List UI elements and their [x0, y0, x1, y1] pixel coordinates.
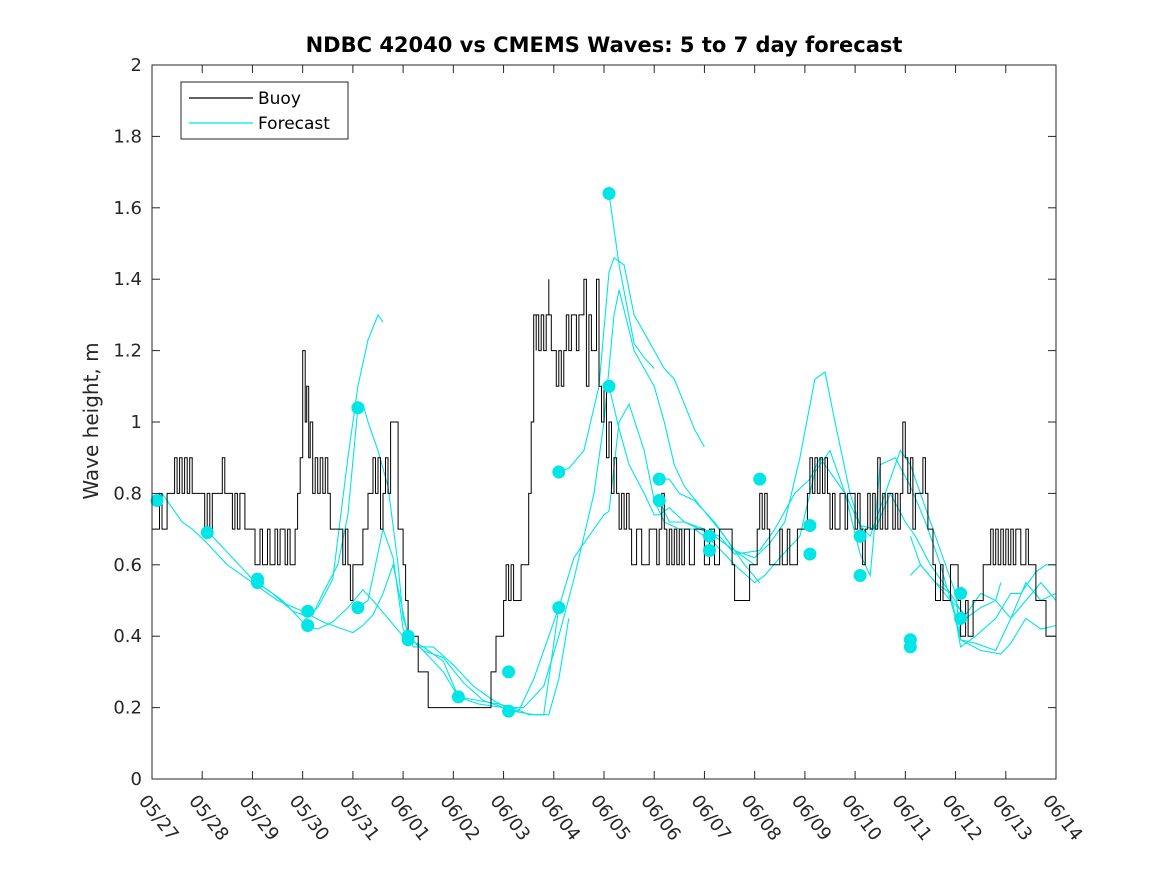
- forecast-start-point-19: [702, 529, 716, 543]
- legend-label-1: Forecast: [258, 114, 330, 134]
- x-tick-label: 06/11: [887, 791, 935, 845]
- forecast-start-point-21: [753, 472, 767, 486]
- y-tick-label: 0.2: [113, 698, 142, 719]
- x-tick-label: 06/08: [737, 791, 785, 845]
- forecast-start-point-4: [301, 604, 315, 618]
- forecast-line-1: [202, 313, 384, 623]
- forecast-start-point-9: [401, 633, 415, 647]
- buoy-line: [152, 278, 1056, 709]
- x-tick-label: 06/03: [486, 791, 534, 845]
- forecast-start-point-27: [903, 640, 917, 654]
- forecast-start-point-0: [150, 494, 164, 508]
- plot-area: [150, 64, 1057, 780]
- y-tick-label: 1.4: [113, 269, 142, 290]
- x-tick-label: 06/06: [636, 791, 684, 845]
- forecast-start-point-24: [853, 529, 867, 543]
- x-tick-label: 05/28: [184, 791, 232, 845]
- forecast-start-point-6: [351, 401, 365, 415]
- forecast-start-point-17: [652, 472, 666, 486]
- y-tick-label: 1.2: [113, 341, 142, 362]
- forecast-start-point-10: [451, 690, 465, 704]
- x-tick-label: 06/07: [687, 791, 735, 845]
- x-tick-label: 06/01: [385, 791, 433, 845]
- forecast-start-point-12: [502, 704, 516, 718]
- forecast-line-5: [558, 256, 705, 473]
- x-tick-label: 06/10: [837, 791, 885, 845]
- x-tick-label: 06/02: [435, 791, 483, 845]
- y-tick-label: 1.6: [113, 198, 142, 219]
- chart-title: NDBC 42040 vs CMEMS Waves: 5 to 7 day fo…: [306, 33, 903, 57]
- forecast-line-6: [608, 193, 655, 369]
- y-tick-label: 0.8: [113, 483, 142, 504]
- forecast-start-point-14: [552, 601, 566, 615]
- forecast-start-point-5: [301, 618, 315, 632]
- x-tick-label: 06/04: [536, 791, 584, 845]
- y-tick-label: 1: [131, 412, 142, 433]
- legend: Buoy Forecast: [180, 81, 349, 140]
- x-tick-label: 05/29: [235, 791, 283, 845]
- y-tick-label: 2: [131, 55, 142, 76]
- forecast-start-point-28: [954, 586, 968, 600]
- y-tick-label: 0: [131, 769, 142, 790]
- forecast-start-point-25: [853, 569, 867, 583]
- y-axis: 0 0.2 0.4 0.6 0.8 1 1.2 1.4 1.6 1.8 2: [113, 55, 1056, 790]
- y-tick-label: 0.4: [113, 626, 142, 647]
- x-tick-label: 06/09: [787, 791, 835, 845]
- forecast-line-9: [658, 456, 1056, 648]
- forecast-start-point-11: [502, 665, 516, 679]
- forecast-start-point-7: [351, 601, 365, 615]
- forecast-start-point-1: [200, 526, 214, 540]
- forecast-start-point-20: [702, 544, 716, 558]
- forecast-start-point-13: [552, 465, 566, 479]
- forecast-start-point-15: [602, 187, 616, 201]
- forecast-start-point-3: [250, 576, 264, 590]
- y-tick-label: 1.8: [113, 126, 142, 147]
- forecast-start-point-18: [652, 494, 666, 508]
- x-tick-label: 06/13: [988, 791, 1036, 845]
- x-tick-label: 05/30: [285, 791, 333, 845]
- legend-label-0: Buoy: [258, 89, 301, 109]
- forecast-start-point-16: [602, 379, 616, 393]
- forecast-start-point-22: [803, 519, 817, 533]
- x-tick-label: 05/31: [335, 791, 383, 845]
- legend-box: [180, 81, 349, 140]
- forecast-line-3: [302, 289, 761, 709]
- y-tick-label: 0.6: [113, 555, 142, 576]
- x-tick-label: 06/14: [1038, 791, 1086, 845]
- x-tick-label: 05/27: [134, 791, 182, 845]
- x-tick-label: 06/12: [938, 791, 986, 845]
- forecast-start-point-23: [803, 547, 817, 561]
- y-axis-label: Wave height, m: [79, 342, 103, 499]
- x-tick-label: 06/05: [586, 791, 634, 845]
- forecast-start-point-29: [954, 611, 968, 625]
- forecast-line-11: [909, 563, 1002, 616]
